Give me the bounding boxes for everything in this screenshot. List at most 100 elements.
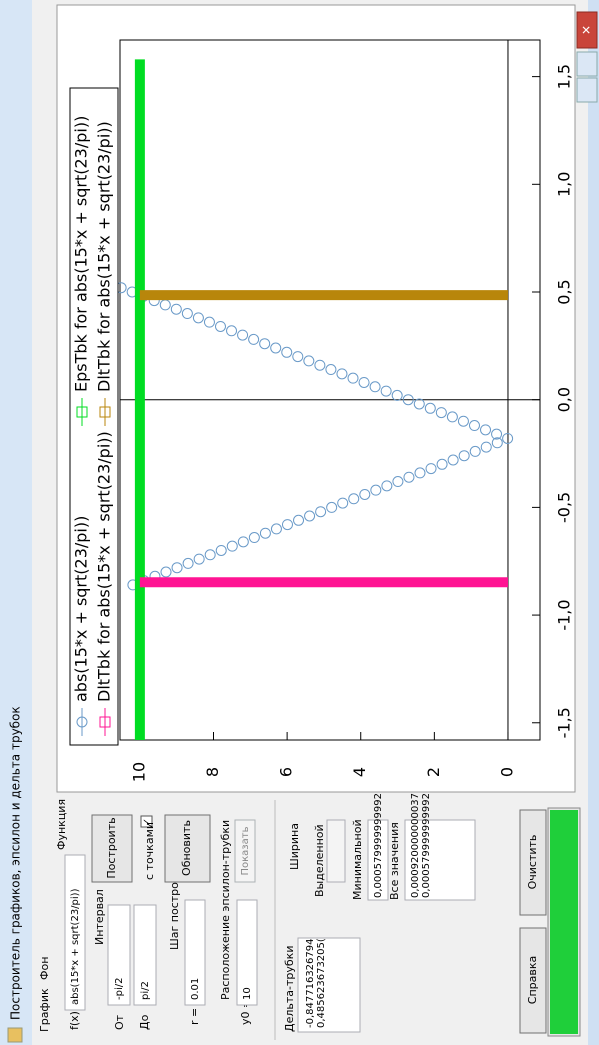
- button[interactable]: [164, 814, 211, 883]
- y-tick-label: 2: [424, 767, 443, 777]
- text-box[interactable]: [184, 899, 206, 1006]
- close-button[interactable]: [576, 11, 598, 49]
- data-point: [326, 501, 338, 513]
- menu-item: График: [38, 988, 51, 1032]
- data-point: [248, 333, 260, 345]
- button-label: Очистить: [526, 835, 539, 890]
- x-tick-label: -1,0: [555, 599, 574, 630]
- text-box[interactable]: [367, 819, 389, 901]
- data-point: [358, 376, 370, 388]
- data-point: [314, 359, 326, 371]
- app-icon: [7, 1027, 23, 1043]
- legend-marker: [76, 716, 88, 728]
- data-point: [413, 398, 425, 410]
- legend-label: EpsTbk for abs(15*x + sqrt(23/pi)): [72, 116, 91, 392]
- field-label: Минимальной: [351, 819, 364, 900]
- data-point: [215, 544, 227, 556]
- field-value: abs(15*x + sqrt(23/pi)): [70, 888, 81, 1005]
- text-box[interactable]: [297, 937, 361, 1033]
- checkbox-label: с точками: [143, 822, 156, 880]
- legend-label: DltTbk for abs(15*x + sqrt(23/pi)): [95, 431, 114, 702]
- data-point: [381, 480, 393, 492]
- data-point: [248, 532, 260, 544]
- button-label: Показать: [240, 826, 251, 875]
- data-point: [237, 329, 249, 341]
- data-point: [226, 540, 238, 552]
- text-box[interactable]: [133, 904, 157, 1006]
- field-value: -pi/2: [114, 978, 125, 1000]
- data-point: [403, 471, 415, 483]
- data-point: [181, 308, 193, 320]
- data-point: [270, 523, 282, 535]
- text-box[interactable]: [404, 819, 476, 901]
- progress-fill: [550, 810, 578, 1034]
- y-tick-label: 0: [497, 767, 516, 777]
- minimize-button[interactable]: [576, 77, 598, 103]
- text-box[interactable]: [107, 904, 131, 1006]
- button-label: Справка: [526, 956, 539, 1004]
- legend-marker: [99, 716, 111, 728]
- group-label: Ширина: [288, 823, 301, 870]
- button[interactable]: [91, 814, 133, 883]
- data-point: [237, 536, 249, 548]
- data-point: [304, 510, 316, 522]
- data-point: [402, 394, 414, 406]
- list-item: -0,847716326794: [305, 939, 316, 1029]
- list-item: 0,000920000000037: [410, 793, 421, 898]
- data-point: [214, 320, 226, 332]
- maximize-button[interactable]: [576, 51, 598, 77]
- data-point: [458, 450, 470, 462]
- field-value: 10: [242, 987, 253, 1000]
- data-point: [424, 402, 436, 414]
- data-point: [226, 325, 238, 337]
- button[interactable]: [519, 927, 547, 1034]
- data-point: [192, 312, 204, 324]
- field-label: От: [113, 1014, 126, 1030]
- data-point: [468, 420, 480, 432]
- data-point: [369, 381, 381, 393]
- data-point: [414, 467, 426, 479]
- field-value: 0.01: [190, 978, 201, 1000]
- data-point: [336, 368, 348, 380]
- field-value: pi/2: [140, 981, 151, 1000]
- group-label: Функция: [55, 799, 68, 850]
- checkbox[interactable]: [140, 815, 153, 828]
- button-disabled: [234, 819, 256, 883]
- button-label: Построить: [105, 817, 118, 878]
- window-title: Построитель графиков, эпсилон и дельта т…: [9, 706, 23, 1020]
- data-point: [491, 428, 503, 440]
- data-point: [337, 497, 349, 509]
- field-label: До: [138, 1014, 151, 1030]
- data-point: [447, 454, 459, 466]
- field-value: 0,000579999999992: [373, 793, 384, 898]
- data-point: [259, 527, 271, 539]
- x-tick-label: 1,0: [555, 172, 574, 197]
- x-tick-label: 0,0: [555, 387, 574, 412]
- x-tick-label: 1,5: [555, 64, 574, 89]
- list-item: 0,000579999999992: [421, 793, 432, 898]
- data-point: [480, 441, 492, 453]
- data-point: [293, 514, 305, 526]
- data-point: [457, 415, 469, 427]
- y-tick-label: 6: [277, 767, 296, 777]
- close-icon: ✕: [580, 25, 594, 35]
- data-point: [425, 463, 437, 475]
- data-point: [347, 372, 359, 384]
- text-box[interactable]: [236, 899, 258, 1006]
- button[interactable]: [519, 809, 547, 916]
- data-point: [446, 411, 458, 423]
- data-point: [182, 557, 194, 569]
- data-point: [359, 488, 371, 500]
- field-label: Все значения: [388, 822, 401, 900]
- group-label: Расположение эпсилон-трубки: [219, 820, 232, 1000]
- data-point: [435, 407, 447, 419]
- legend-label: DltTbk for abs(15*x + sqrt(23/pi)): [95, 121, 114, 392]
- button-label: Обновить: [180, 820, 193, 876]
- y-tick-label: 4: [350, 767, 369, 777]
- text-box[interactable]: [64, 854, 86, 1011]
- data-point: [380, 385, 392, 397]
- y-tick-label: 10: [129, 762, 148, 782]
- x-tick-label: -0,5: [555, 492, 574, 523]
- list-item: 0,485623673205(: [316, 938, 327, 1028]
